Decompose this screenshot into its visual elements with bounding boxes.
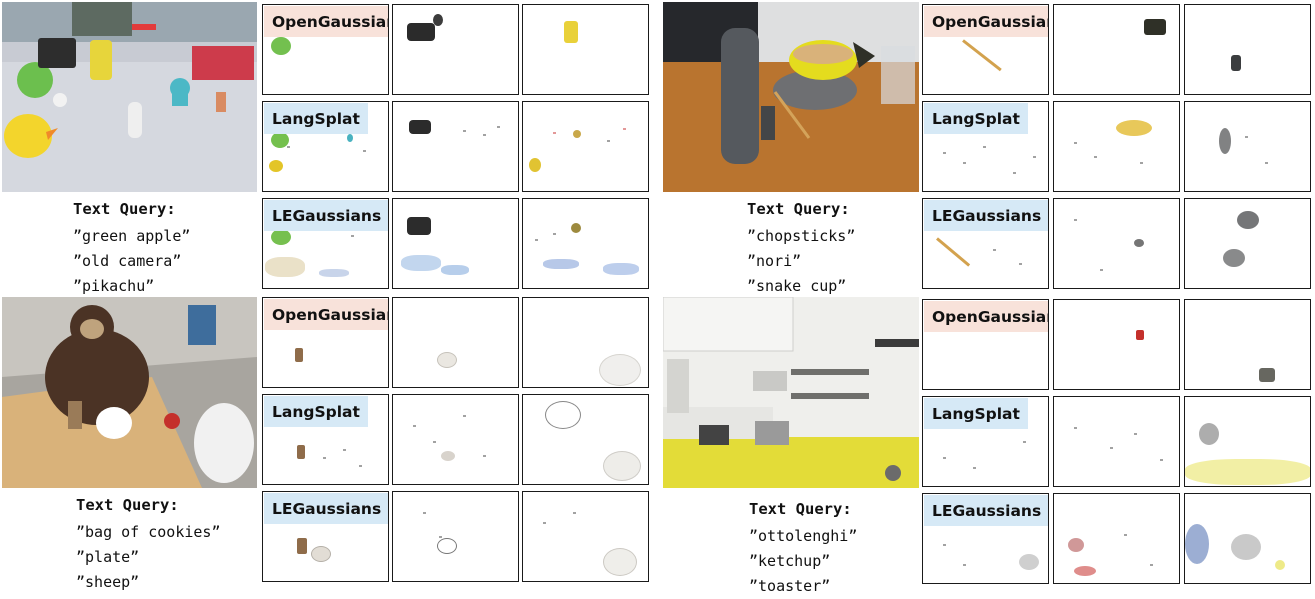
method-label-opengaussian: OpenGaussian <box>264 6 388 37</box>
method-label-opengaussian: OpenGaussian <box>924 6 1048 37</box>
result-cell <box>392 198 519 289</box>
method-label-langsplat: LangSplat <box>924 398 1028 429</box>
result-cell <box>1184 493 1311 584</box>
method-label-legaussians: LEGaussians <box>264 200 388 231</box>
query-title: Text Query: <box>76 496 179 514</box>
query-line: ”sheep” <box>76 573 140 591</box>
scene-2-photo <box>663 2 919 192</box>
result-cell <box>522 198 649 289</box>
scene-4-query: Text Query: ”ottolenghi” ”ketchup” ”toas… <box>749 498 857 599</box>
result-cell: LangSplat <box>922 396 1049 487</box>
scene-2-query: Text Query: ”chopsticks” ”nori” ”snake c… <box>747 198 855 299</box>
result-cell <box>522 4 649 95</box>
method-label-langsplat: LangSplat <box>264 396 368 427</box>
result-cell: OpenGaussian <box>262 4 389 95</box>
scene-2-image <box>663 2 919 192</box>
result-cell <box>392 491 519 582</box>
result-cell <box>1053 101 1180 192</box>
method-label-langsplat: LangSplat <box>264 103 368 134</box>
result-cell: LEGaussians <box>922 198 1049 289</box>
result-cell <box>1184 198 1311 289</box>
method-label-langsplat: LangSplat <box>924 103 1028 134</box>
result-cell <box>1184 4 1311 95</box>
result-cell: LEGaussians <box>262 491 389 582</box>
result-cell: OpenGaussian <box>922 299 1049 390</box>
result-cell: OpenGaussian <box>922 4 1049 95</box>
query-line: ”ottolenghi” <box>749 527 858 545</box>
scene-1-photo <box>2 2 257 192</box>
query-line: ”green apple” <box>73 227 191 245</box>
result-cell <box>392 394 519 485</box>
method-label-opengaussian: OpenGaussian <box>924 301 1048 332</box>
result-cell <box>1184 299 1311 390</box>
result-cell: OpenGaussian <box>262 297 389 388</box>
query-line: ”chopsticks” <box>747 227 856 245</box>
scene-4-image <box>663 297 919 488</box>
query-line: ”snake cup” <box>747 277 847 295</box>
scene-1-query: Text Query: ”green apple” ”old camera” ”… <box>73 198 190 299</box>
scene-3-image <box>2 297 257 488</box>
query-line: ”ketchup” <box>749 552 831 570</box>
result-cell <box>522 394 649 485</box>
result-cell <box>392 101 519 192</box>
query-title: Text Query: <box>73 200 176 218</box>
result-cell: LangSplat <box>262 394 389 485</box>
result-cell: LangSplat <box>262 101 389 192</box>
result-cell <box>1053 493 1180 584</box>
result-cell <box>522 297 649 388</box>
scene-1-image <box>2 2 257 192</box>
query-line: ”bag of cookies” <box>76 523 221 541</box>
result-cell <box>392 297 519 388</box>
result-cell: LEGaussians <box>922 493 1049 584</box>
method-label-legaussians: LEGaussians <box>264 493 388 524</box>
result-cell <box>522 491 649 582</box>
method-label-legaussians: LEGaussians <box>924 495 1048 526</box>
query-title: Text Query: <box>747 200 850 218</box>
result-cell <box>1184 396 1311 487</box>
query-line: ”plate” <box>76 548 140 566</box>
result-cell <box>1053 4 1180 95</box>
result-cell <box>1053 396 1180 487</box>
result-cell <box>392 4 519 95</box>
query-line: ”toaster” <box>749 577 831 595</box>
query-line: ”pikachu” <box>73 277 155 295</box>
scene-4-photo <box>663 297 919 488</box>
scene-3-query: Text Query: ”bag of cookies” ”plate” ”sh… <box>76 494 221 595</box>
result-cell <box>522 101 649 192</box>
result-cell: LEGaussians <box>262 198 389 289</box>
result-cell <box>1184 101 1311 192</box>
method-label-legaussians: LEGaussians <box>924 200 1048 231</box>
query-line: ”old camera” <box>73 252 182 270</box>
result-cell <box>1053 299 1180 390</box>
result-cell: LangSplat <box>922 101 1049 192</box>
method-label-opengaussian: OpenGaussian <box>264 299 388 330</box>
query-line: ”nori” <box>747 252 802 270</box>
query-title: Text Query: <box>749 500 852 518</box>
scene-3-photo <box>2 297 257 488</box>
result-cell <box>1053 198 1180 289</box>
